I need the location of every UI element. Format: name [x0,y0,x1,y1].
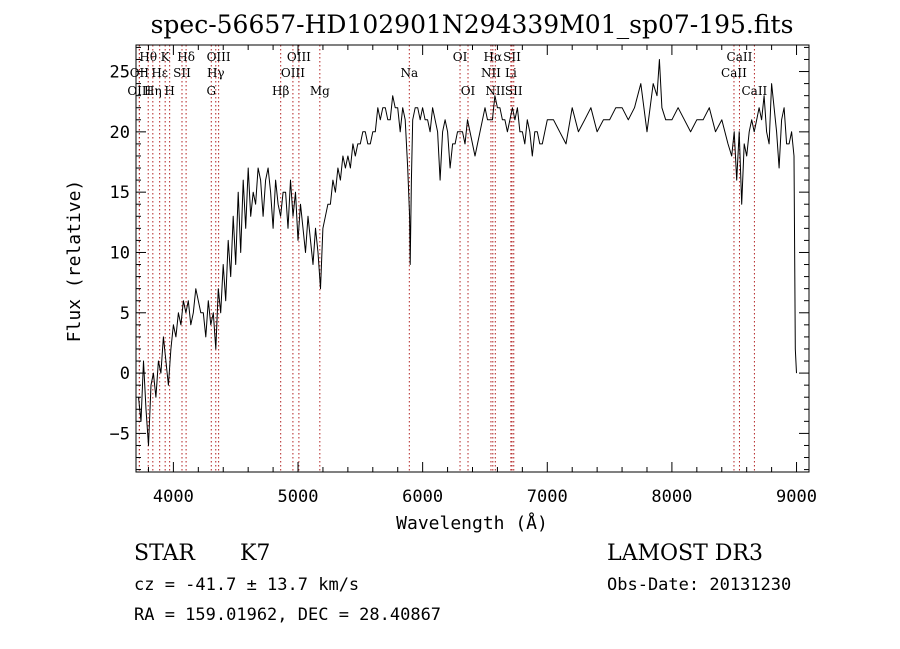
line-label-24: SII [505,84,523,98]
line-label-17: OI [453,50,468,64]
line-label-8: Hδ [177,50,195,64]
x-tick-label: 6000 [402,487,443,507]
line-label-13: OIII [287,50,311,64]
y-axis-label: Flux (relative) [64,180,85,343]
velocity-readout: cz = -41.7 ± 13.7 km/s [134,575,359,595]
x-tick-label: 9000 [776,487,817,507]
line-label-19: Hα [484,50,503,64]
y-tick-label: 25 [110,63,130,83]
line-label-18: OI [461,84,476,98]
line-label-9: OIII [207,50,231,64]
chart-title: spec-56657-HD102901N294339M01_sp07-195.f… [151,10,794,39]
line-label-22: SII [503,50,521,64]
object-subclass: K7 [240,541,270,566]
line-label-16: Na [400,66,418,80]
line-label-4: H [164,84,174,98]
y-tick-label: 20 [110,123,130,143]
line-label-6: Hε [151,66,168,80]
line-label-26: CaII [721,66,747,80]
y-tick-label: 5 [120,304,130,324]
x-axis-label: Wavelength (Å) [396,512,548,534]
y-axis-ticks: −5 0 5 10 15 20 25 [110,46,809,471]
object-class: STAR [134,541,196,566]
line-label-14: OIII [281,66,305,80]
observation-date: Obs-Date: 20131230 [607,575,791,595]
line-label-1: OII [130,66,150,80]
spectral-line-markers [138,45,755,472]
line-label-23: Li [505,66,517,80]
y-tick-label: 0 [120,364,130,384]
y-tick-label: 15 [110,183,130,203]
x-axis-ticks: 4000 5000 6000 7000 8000 9000 [147,45,817,507]
spectrum-series [138,59,797,446]
line-label-27: CaII [741,84,767,98]
x-tick-label: 5000 [278,487,319,507]
line-label-15: Mg [310,84,330,98]
line-label-10: Hγ [207,66,225,80]
line-label-11: G [206,84,216,98]
line-label-5: Hη [144,84,162,98]
line-label-7: SII [173,66,191,80]
survey-name: LAMOST DR3 [607,541,763,566]
line-label-20: NII [481,66,501,80]
y-tick-label: −5 [110,424,130,444]
x-tick-label: 8000 [651,487,692,507]
coordinates-readout: RA = 159.01962, DEC = 28.40867 [134,605,441,625]
line-label-2: OIII [127,84,151,98]
line-label-12: Hβ [272,84,289,98]
line-label-0: Hθ [139,50,157,64]
line-label-21: NII [485,84,505,98]
spectral-line-labels: Hθ OII OIII K HHη Hε SII Hδ OIII Hγ G Hβ OIII OIII Mg N… [127,50,767,98]
line-label-25: CaII [727,50,753,64]
x-tick-label: 7000 [527,487,568,507]
x-tick-label: 4000 [153,487,194,507]
spectrum-line [138,59,797,446]
y-tick-label: 10 [110,243,130,263]
line-label-3: K [161,50,171,64]
